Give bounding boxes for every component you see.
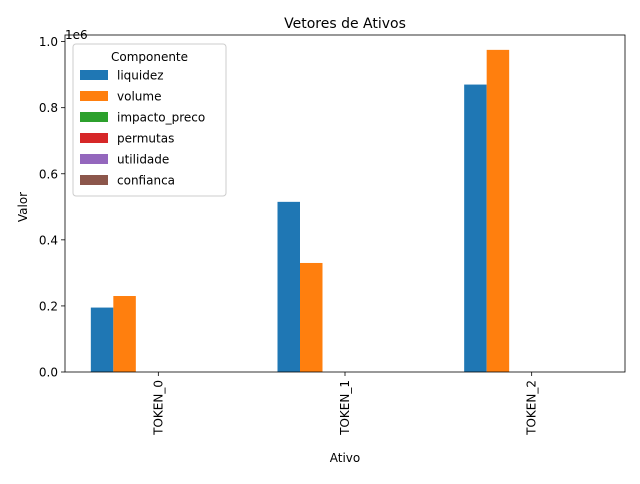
y-tick-label: 0.6 — [39, 167, 58, 181]
plot-area-frame — [64, 34, 626, 373]
legend-swatch-impacto-preco — [80, 112, 108, 122]
x-axis-ticks: TOKEN_0 TOKEN_1 TOKEN_2 — [151, 372, 539, 436]
legend-swatch-liquidez — [80, 70, 108, 80]
legend-label-liquidez: liquidez — [117, 69, 164, 83]
x-tick-label: TOKEN_2 — [525, 380, 539, 436]
x-tick-label: TOKEN_1 — [338, 380, 352, 436]
y-tick-label: 1.0 — [39, 35, 58, 49]
legend: Componente liquidez volume impacto_precope… — [72, 43, 227, 197]
x-tick-label: TOKEN_0 — [151, 380, 165, 436]
chart-title: Vetores de Ativos — [284, 16, 406, 32]
y-tick-label: 0.4 — [39, 233, 58, 247]
legend-title: Componente — [111, 50, 188, 64]
y-axis-label: Valor — [16, 192, 30, 222]
legend-label-utilidade: utilidade — [117, 153, 169, 167]
legend-box — [72, 43, 227, 197]
y-tick-label: 0.0 — [39, 366, 58, 380]
bar-token-1-volume — [300, 262, 323, 372]
legend-swatch-permutas — [80, 133, 108, 143]
bar-token-2-liquidez — [464, 84, 487, 372]
legend-swatch-utilidade — [80, 154, 108, 164]
legend-swatch-confianca — [80, 175, 108, 185]
legend-swatch-volume — [80, 91, 108, 101]
legend-label-confianca: confianca — [117, 174, 175, 188]
y-axis-ticks: 0.0 0.2 0.4 0.6 0.8 1.0 — [39, 35, 65, 380]
y-tick-label: 0.8 — [39, 101, 58, 115]
legend-label-volume: volume — [117, 90, 161, 104]
bars-layer — [90, 49, 510, 373]
x-axis-label: Ativo — [330, 451, 360, 465]
bar-token-0-liquidez — [90, 307, 114, 372]
legend-label-impacto-preco: impacto_preco — [117, 111, 205, 125]
y-tick-label: 0.2 — [39, 299, 58, 313]
bar-token-1-liquidez — [277, 201, 300, 372]
bar-token-0-volume — [113, 296, 136, 372]
legend-label-permutas: permutas — [117, 132, 174, 146]
bar-token-2-volume — [486, 49, 510, 373]
